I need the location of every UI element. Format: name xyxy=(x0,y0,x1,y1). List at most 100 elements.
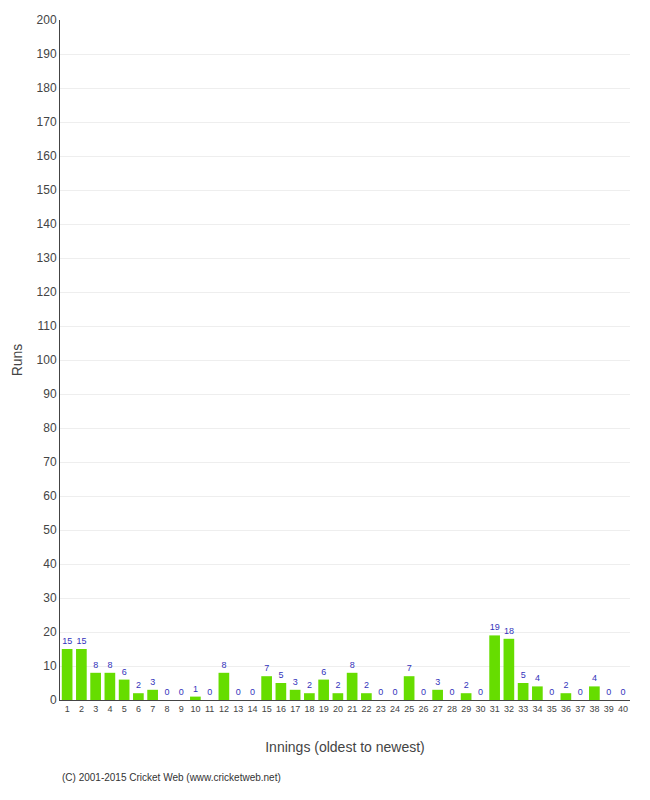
svg-text:30: 30 xyxy=(43,591,57,605)
svg-text:19: 19 xyxy=(319,704,329,714)
svg-text:0: 0 xyxy=(392,687,397,697)
svg-text:40: 40 xyxy=(43,557,57,571)
svg-text:11: 11 xyxy=(205,704,214,714)
svg-text:0: 0 xyxy=(449,687,454,697)
svg-text:1: 1 xyxy=(193,684,198,694)
svg-text:2: 2 xyxy=(364,680,369,690)
svg-text:31: 31 xyxy=(490,704,500,714)
svg-text:8: 8 xyxy=(164,704,169,714)
svg-text:2: 2 xyxy=(335,680,340,690)
svg-text:10: 10 xyxy=(190,704,200,714)
svg-text:0: 0 xyxy=(236,687,241,697)
svg-text:32: 32 xyxy=(504,704,514,714)
svg-text:36: 36 xyxy=(561,704,571,714)
svg-text:37: 37 xyxy=(575,704,585,714)
svg-text:8: 8 xyxy=(93,660,98,670)
svg-text:150: 150 xyxy=(37,183,57,197)
svg-text:160: 160 xyxy=(37,149,57,163)
svg-text:3: 3 xyxy=(150,677,155,687)
svg-text:8: 8 xyxy=(350,660,355,670)
svg-text:80: 80 xyxy=(43,421,57,435)
svg-text:4: 4 xyxy=(592,673,597,683)
svg-text:22: 22 xyxy=(361,704,371,714)
svg-text:34: 34 xyxy=(532,704,542,714)
svg-text:24: 24 xyxy=(390,704,400,714)
svg-text:40: 40 xyxy=(618,704,628,714)
svg-text:5: 5 xyxy=(122,704,127,714)
svg-text:0: 0 xyxy=(578,687,583,697)
svg-text:0: 0 xyxy=(421,687,426,697)
svg-text:Innings (oldest to newest): Innings (oldest to newest) xyxy=(265,739,425,755)
svg-text:2: 2 xyxy=(307,680,312,690)
svg-text:20: 20 xyxy=(43,625,57,639)
svg-text:3: 3 xyxy=(293,677,298,687)
svg-text:0: 0 xyxy=(250,687,255,697)
svg-text:0: 0 xyxy=(164,687,169,697)
svg-text:Runs: Runs xyxy=(9,344,25,377)
svg-text:15: 15 xyxy=(262,704,272,714)
svg-text:9: 9 xyxy=(179,704,184,714)
svg-text:19: 19 xyxy=(490,622,500,632)
svg-text:180: 180 xyxy=(37,81,57,95)
svg-text:0: 0 xyxy=(207,687,212,697)
svg-text:110: 110 xyxy=(37,319,56,333)
svg-text:2: 2 xyxy=(563,680,568,690)
svg-text:0: 0 xyxy=(549,687,554,697)
svg-text:35: 35 xyxy=(547,704,557,714)
svg-text:18: 18 xyxy=(504,626,514,636)
svg-text:2: 2 xyxy=(464,680,469,690)
svg-text:0: 0 xyxy=(179,687,184,697)
svg-text:6: 6 xyxy=(321,667,326,677)
svg-text:0: 0 xyxy=(50,693,57,707)
svg-text:5: 5 xyxy=(521,670,526,680)
svg-text:7: 7 xyxy=(407,663,412,673)
svg-text:8: 8 xyxy=(107,660,112,670)
svg-text:70: 70 xyxy=(43,455,57,469)
svg-text:25: 25 xyxy=(404,704,414,714)
svg-text:28: 28 xyxy=(447,704,457,714)
svg-text:17: 17 xyxy=(290,704,300,714)
svg-text:140: 140 xyxy=(37,217,57,231)
svg-text:20: 20 xyxy=(333,704,343,714)
svg-text:100: 100 xyxy=(37,353,57,367)
svg-text:190: 190 xyxy=(37,47,57,61)
svg-text:90: 90 xyxy=(43,387,57,401)
svg-text:1: 1 xyxy=(65,704,70,714)
svg-text:29: 29 xyxy=(461,704,471,714)
svg-text:6: 6 xyxy=(122,667,127,677)
svg-text:30: 30 xyxy=(475,704,485,714)
svg-text:0: 0 xyxy=(378,687,383,697)
svg-text:3: 3 xyxy=(435,677,440,687)
svg-text:12: 12 xyxy=(219,704,229,714)
svg-text:130: 130 xyxy=(37,251,57,265)
svg-text:23: 23 xyxy=(376,704,386,714)
svg-text:39: 39 xyxy=(604,704,614,714)
svg-text:200: 200 xyxy=(37,13,57,27)
svg-text:27: 27 xyxy=(433,704,443,714)
svg-text:15: 15 xyxy=(76,636,86,646)
svg-text:0: 0 xyxy=(620,687,625,697)
svg-text:2: 2 xyxy=(79,704,84,714)
svg-text:4: 4 xyxy=(535,673,540,683)
svg-text:33: 33 xyxy=(518,704,528,714)
svg-text:38: 38 xyxy=(589,704,599,714)
svg-text:170: 170 xyxy=(37,115,57,129)
svg-text:8: 8 xyxy=(221,660,226,670)
svg-text:10: 10 xyxy=(43,659,57,673)
svg-text:14: 14 xyxy=(247,704,257,714)
svg-text:13: 13 xyxy=(233,704,243,714)
svg-text:0: 0 xyxy=(606,687,611,697)
svg-text:60: 60 xyxy=(43,489,57,503)
svg-text:2: 2 xyxy=(136,680,141,690)
svg-text:7: 7 xyxy=(264,663,269,673)
svg-text:5: 5 xyxy=(278,670,283,680)
svg-text:16: 16 xyxy=(276,704,286,714)
svg-text:21: 21 xyxy=(347,704,357,714)
svg-text:26: 26 xyxy=(418,704,428,714)
svg-text:(C) 2001-2015 Cricket Web (www: (C) 2001-2015 Cricket Web (www.cricketwe… xyxy=(62,772,281,783)
svg-text:15: 15 xyxy=(62,636,72,646)
svg-text:6: 6 xyxy=(136,704,141,714)
svg-text:120: 120 xyxy=(37,285,57,299)
svg-text:4: 4 xyxy=(107,704,112,714)
svg-text:7: 7 xyxy=(150,704,155,714)
